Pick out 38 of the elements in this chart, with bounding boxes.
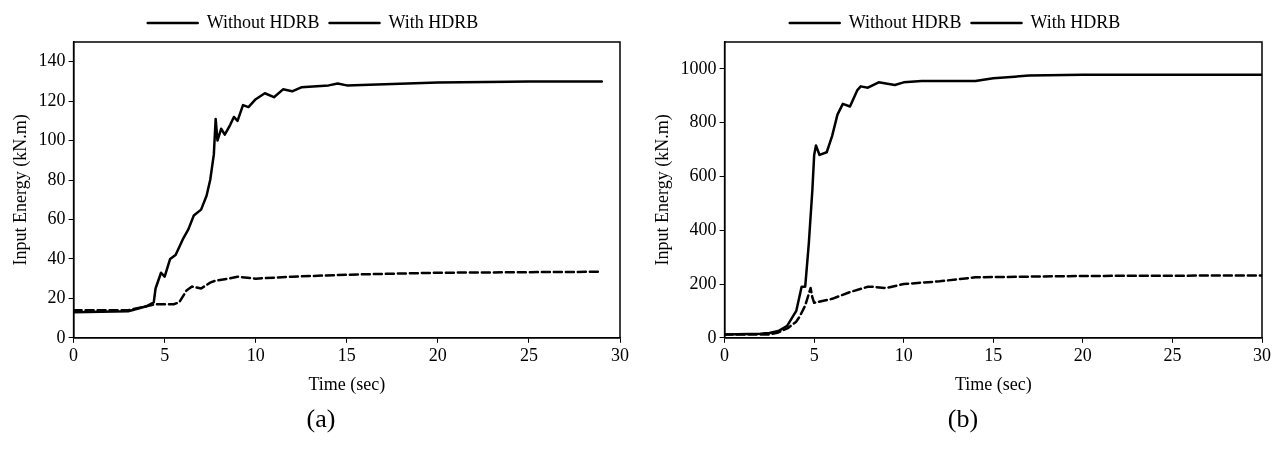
y-tick-label: 100 (38, 129, 66, 150)
x-tick-label: 30 (1253, 345, 1271, 366)
x-tick-label: 10 (246, 345, 265, 366)
x-tick-label: 30 (611, 345, 629, 366)
y-tick-label: 60 (47, 208, 66, 229)
x-tick-label: 0 (720, 345, 730, 366)
y-tick-label: 0 (56, 326, 66, 347)
y-tick-label: 20 (47, 287, 66, 308)
y-tick-label: 800 (689, 111, 717, 132)
x-tick-label: 20 (428, 345, 447, 366)
legend-label: With HDRB (388, 11, 479, 32)
x-tick-label: 5 (809, 345, 819, 366)
legend-label: With HDRB (1030, 11, 1121, 32)
y-tick-label: 120 (38, 89, 66, 110)
y-tick-label: 0 (707, 326, 717, 347)
x-tick-label: 15 (337, 345, 356, 366)
legend-label: Without HDRB (206, 11, 320, 32)
x-tick-label: 25 (1163, 345, 1182, 366)
x-tick-label: 20 (1073, 345, 1092, 366)
x-tick-label: 25 (519, 345, 538, 366)
y-axis-title: Input Energy (kN.m) (9, 114, 31, 266)
x-tick-label: 10 (894, 345, 913, 366)
y-tick-label: 40 (47, 247, 66, 268)
x-axis-title: Time (sec) (954, 373, 1032, 395)
y-tick-label: 400 (689, 218, 717, 239)
text: (b) (947, 404, 979, 434)
y-tick-label: 200 (689, 272, 717, 293)
x-axis-title: Time (sec) (308, 373, 386, 395)
x-tick-label: 15 (984, 345, 1003, 366)
y-tick-label: 80 (47, 168, 66, 189)
y-tick-label: 600 (689, 165, 717, 186)
y-axis-title: Input Energy (kN.m) (651, 114, 673, 266)
x-tick-label: 5 (160, 345, 170, 366)
y-tick-label: 1000 (680, 57, 717, 78)
text: (a) (306, 404, 336, 434)
x-tick-label: 0 (69, 345, 79, 366)
y-tick-label: 140 (38, 50, 66, 71)
legend-label: Without HDRB (848, 11, 962, 32)
